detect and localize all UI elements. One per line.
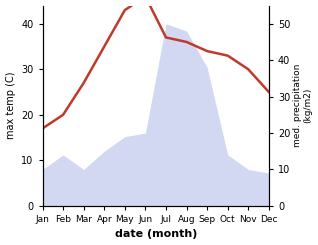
- Y-axis label: med. precipitation
(kg/m2): med. precipitation (kg/m2): [293, 64, 313, 147]
- Y-axis label: max temp (C): max temp (C): [5, 72, 16, 139]
- X-axis label: date (month): date (month): [114, 230, 197, 239]
